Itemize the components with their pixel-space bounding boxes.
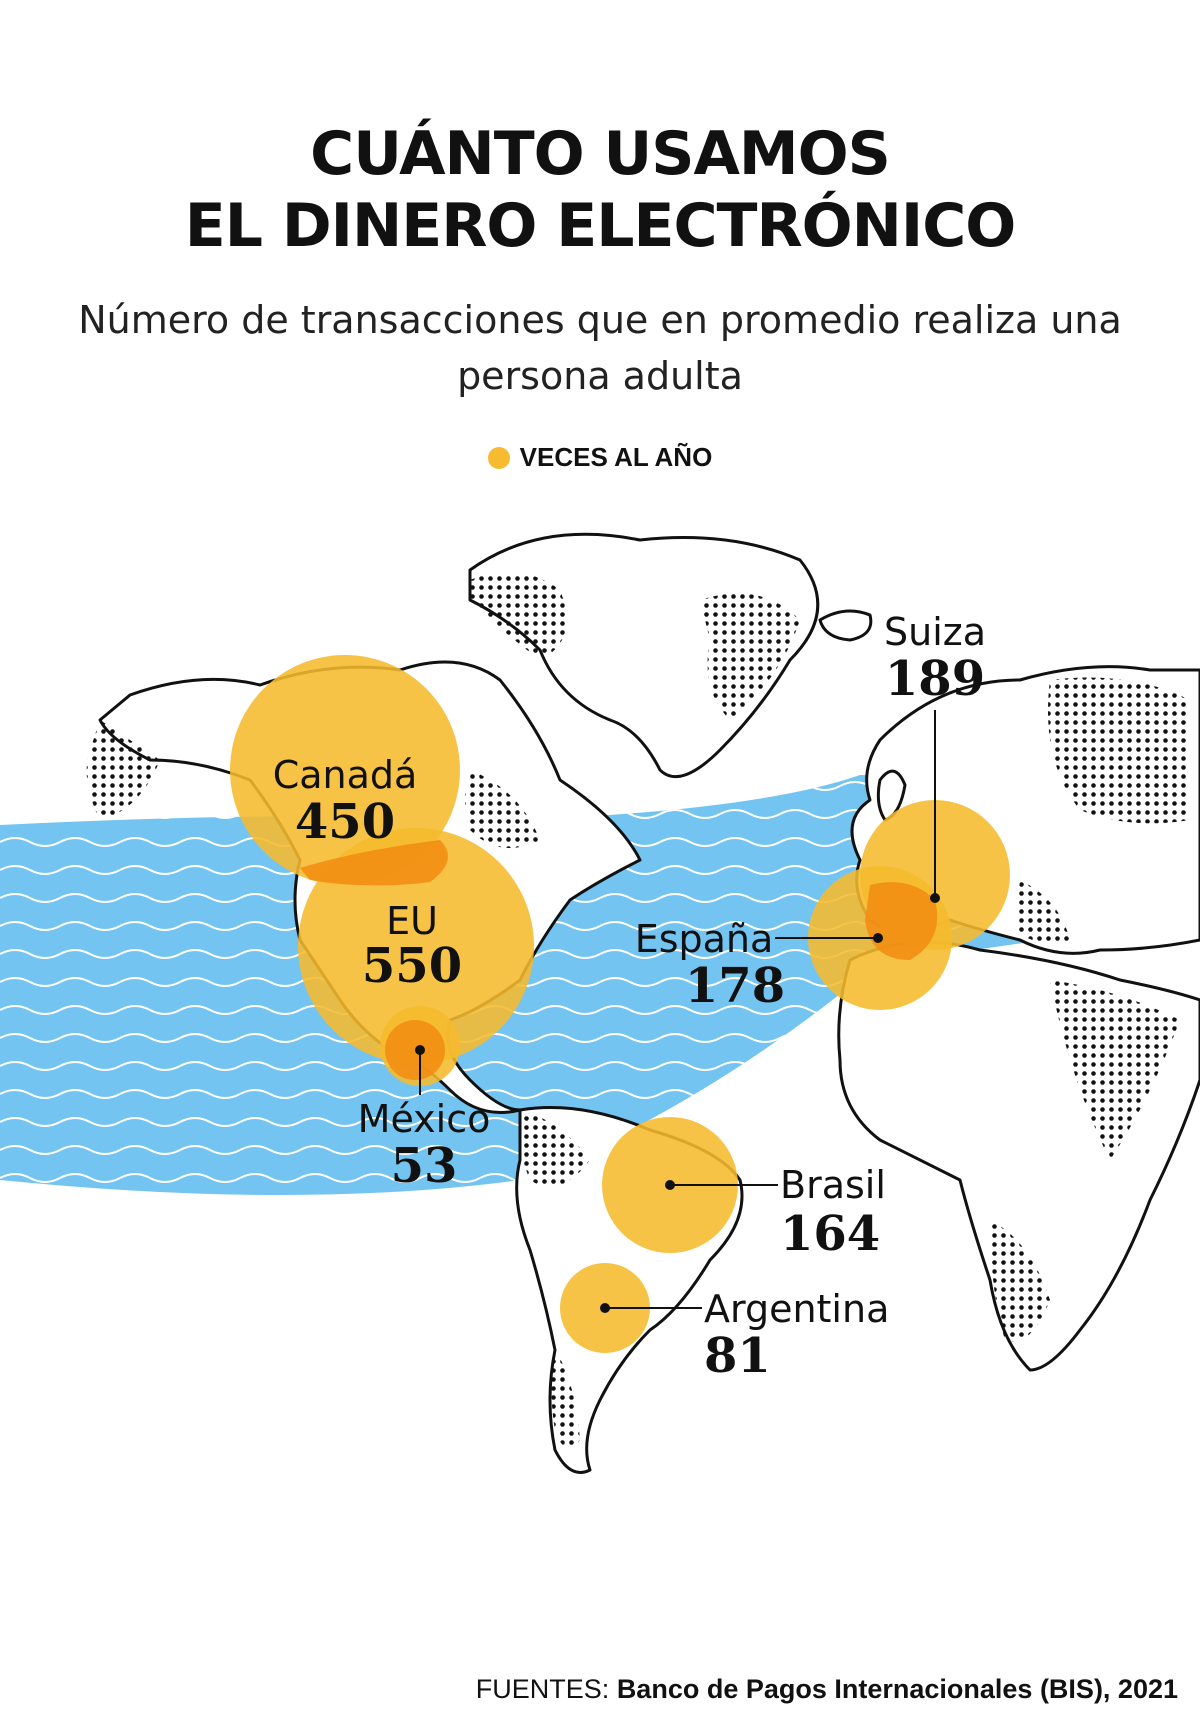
country-labels: Canadá 450 EU 550 México 53 España 178 S…: [273, 610, 986, 1384]
bubble-eu: [298, 828, 534, 1064]
label-eu-value: 550: [362, 938, 462, 994]
source-label: FUENTES:: [475, 1674, 610, 1704]
overlap-suiza-espana: [865, 882, 938, 960]
uk: [876, 769, 907, 822]
halftone-shading: [86, 572, 1190, 1448]
label-canada-value: 450: [295, 794, 395, 850]
overlap-canada-eu: [300, 840, 448, 886]
world-map: Canadá 450 EU 550 México 53 España 178 S…: [0, 532, 1200, 1474]
title-line-2: EL DINERO ELECTRÓNICO: [184, 191, 1016, 261]
label-brasil-value: 164: [780, 1206, 880, 1262]
label-mexico-name: México: [358, 1097, 491, 1141]
label-suiza-name: Suiza: [884, 610, 986, 654]
label-eu-name: EU: [386, 899, 438, 943]
label-suiza-value: 189: [885, 651, 985, 707]
label-brasil-name: Brasil: [780, 1163, 886, 1207]
page-title: CUÁNTO USAMOS EL DINERO ELECTRÓNICO: [0, 118, 1200, 262]
label-argentina-name: Argentina: [704, 1287, 889, 1331]
label-canada-name: Canadá: [273, 753, 418, 797]
source-text: Banco de Pagos Internacionales (BIS), 20…: [616, 1674, 1178, 1704]
subtitle: Número de transacciones que en promedio …: [78, 298, 1122, 398]
source-note: FUENTES: Banco de Pagos Internacionales …: [476, 1674, 1178, 1705]
iceland: [818, 609, 873, 642]
leader-lines: [415, 710, 940, 1313]
legend-label: VECES AL AÑO: [519, 442, 713, 472]
legend-dot-icon: [487, 447, 510, 469]
title-line-1: CUÁNTO USAMOS: [310, 119, 891, 189]
label-mexico-value: 53: [391, 1138, 458, 1194]
label-espana-name: España: [635, 917, 774, 961]
label-argentina-value: 81: [704, 1328, 771, 1384]
legend: VECES AL AÑO: [0, 442, 1200, 473]
bubble-canada: [230, 655, 460, 885]
label-espana-value: 178: [685, 958, 785, 1014]
